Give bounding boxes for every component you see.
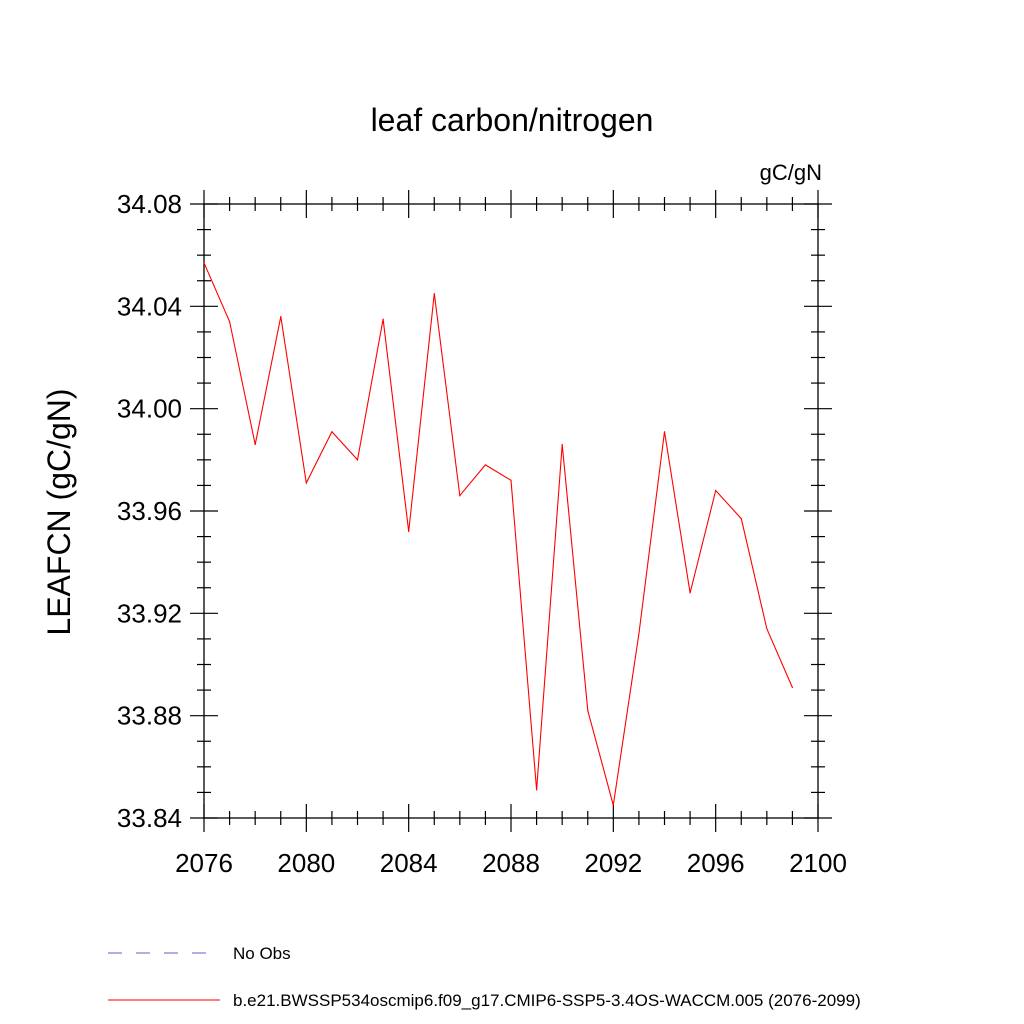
minor-ticks	[197, 197, 825, 825]
data-point	[510, 479, 512, 481]
data-point	[791, 686, 794, 689]
data-point	[663, 431, 666, 433]
x-tick-label: 2100	[789, 848, 847, 878]
x-tick-label: 2080	[277, 848, 335, 878]
data-point	[740, 518, 742, 520]
x-tick-label: 2096	[687, 848, 745, 878]
chart-title: leaf carbon/nitrogen	[371, 102, 654, 138]
data-point	[228, 321, 231, 323]
y-tick-label: 33.92	[117, 598, 182, 628]
data-point	[203, 262, 205, 264]
x-tick-label: 2088	[482, 848, 540, 878]
y-tick-label: 33.96	[117, 496, 182, 526]
x-tick-label: 2076	[175, 848, 233, 878]
data-point	[484, 464, 487, 466]
x-tick-labels: 2076 2080 2084 2088 2092 2096 2100	[175, 848, 847, 878]
data-point	[305, 482, 307, 484]
legend-label-0: No Obs	[233, 944, 291, 963]
data-point	[254, 443, 256, 446]
series-layer	[203, 262, 794, 806]
data-point	[356, 459, 359, 461]
data-point	[766, 628, 768, 630]
data-point	[561, 443, 563, 446]
data-point	[689, 592, 691, 594]
legend-label-1: b.e21.BWSSP534oscmip6.f09_g17.CMIP6-SSP5…	[233, 991, 861, 1010]
x-tick-label: 2092	[584, 848, 642, 878]
plot-frame	[203, 203, 819, 819]
y-axis-label: LEAFCN (gC/gN)	[41, 388, 77, 635]
legend: No Obs b.e21.BWSSP534oscmip6.f09_g17.CMIP…	[108, 944, 861, 1010]
data-point	[331, 431, 333, 433]
data-point	[408, 530, 410, 533]
y-tick-label: 34.00	[117, 394, 182, 424]
data-point	[638, 633, 640, 635]
data-point	[382, 318, 384, 320]
x-tick-label: 2084	[380, 848, 438, 878]
y-tick-label: 34.08	[117, 189, 182, 219]
data-point	[459, 495, 461, 497]
data-point	[587, 709, 589, 712]
y-tick-labels: 33.84 33.88 33.92 33.96 34.00 34.04 34.08	[117, 189, 182, 833]
major-ticks	[190, 190, 832, 832]
y-tick-label: 33.84	[117, 803, 182, 833]
data-point	[535, 789, 538, 791]
y-tick-label: 34.04	[117, 291, 182, 321]
series-line-0	[203, 262, 793, 806]
units-label: gC/gN	[760, 160, 822, 185]
data-point	[715, 489, 717, 492]
data-point	[433, 292, 435, 295]
data-point	[612, 804, 614, 806]
data-point	[280, 315, 282, 318]
y-tick-label: 33.88	[117, 701, 182, 731]
